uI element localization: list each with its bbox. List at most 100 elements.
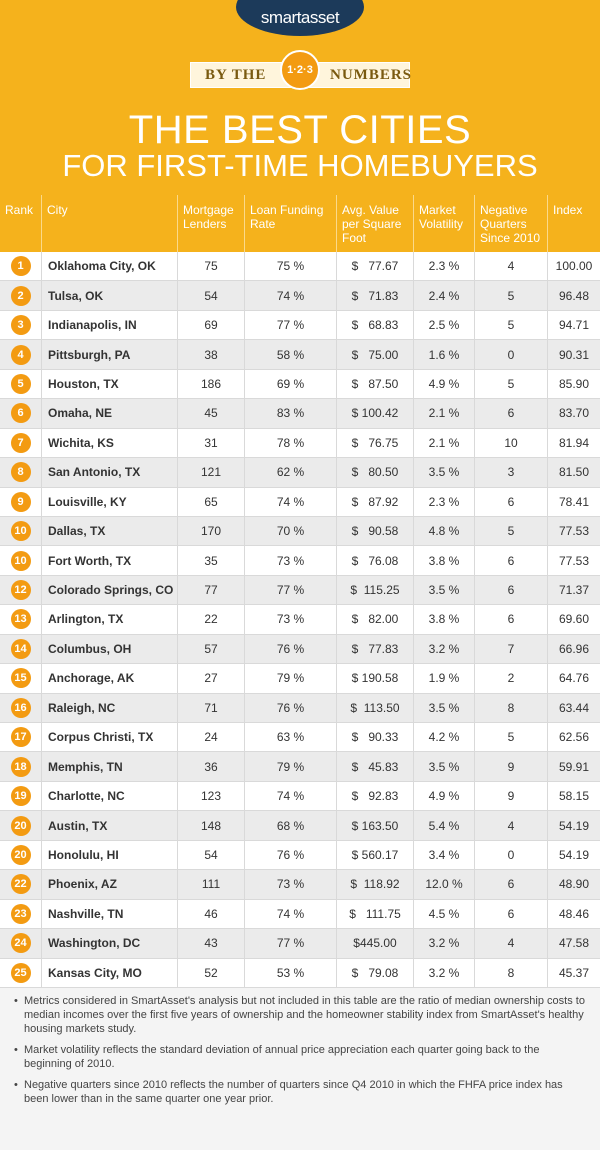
table-cell: 3.5 % <box>414 752 475 781</box>
ribbon-text: BY THE <box>205 67 267 83</box>
rank-cell: 7 <box>0 428 42 458</box>
table-row: 8 San Antonio, TX 121 62 % $ 80.50 3.5 % 3 81.5… <box>0 458 600 488</box>
table-cell: 69 % <box>245 369 337 399</box>
table-cell: 77 <box>178 575 245 605</box>
table-cell: $ 90.33 <box>337 723 414 752</box>
rank-badge: 8 <box>10 462 31 483</box>
table-cell: 76 % <box>245 693 337 723</box>
table-cell: 54 <box>178 840 245 870</box>
table-cell: Pittsburgh, PA <box>42 340 178 369</box>
table-cell: 7 <box>475 634 548 664</box>
table-cell: 4 <box>475 929 548 958</box>
table-cell: 35 <box>178 546 245 575</box>
rank-badge: 5 <box>10 373 31 394</box>
table-cell: $ 79.08 <box>337 958 414 987</box>
table-row: 10 Fort Worth, TX 35 73 % $ 76.08 3.8 % 6 77.53 <box>0 546 600 576</box>
table-cell: 3.5 % <box>414 458 475 487</box>
table-cell: $ 77.83 <box>337 634 414 664</box>
rank-badge: 12 <box>10 580 31 601</box>
table-cell: 123 <box>178 781 245 811</box>
table-cell: Kansas City, MO <box>42 958 178 987</box>
table-cell: 65 <box>178 487 245 516</box>
column-header: City <box>42 195 178 252</box>
table-cell: 75 % <box>245 252 337 281</box>
table-cell: 77 % <box>245 575 337 605</box>
column-header: Mortgage Lenders <box>178 195 245 252</box>
table-row: 2 Tulsa, OK 54 74 % $ 71.83 2.4 % 5 96.48 <box>0 281 600 311</box>
rank-cell: 24 <box>0 929 42 958</box>
table-cell: Colorado Springs, CO <box>42 575 178 605</box>
table-cell: 6 <box>475 870 548 899</box>
table-cell: 90.31 <box>558 347 590 362</box>
rank-cell: 2 <box>0 281 42 310</box>
table-cell: $ 77.67 <box>337 252 414 281</box>
table-cell: $ 560.17 <box>337 840 414 870</box>
table-cell: 148 <box>178 811 245 840</box>
table-cell: 0 <box>475 340 548 369</box>
table-row: 22 Phoenix, AZ 111 73 % $ 118.92 12.0 % 6 48.90 <box>0 870 600 900</box>
column-header: Loan Funding Rate <box>245 195 337 252</box>
table-cell: 5 <box>475 281 548 310</box>
table-cell: Dallas, TX <box>42 516 178 546</box>
table-cell: 5 <box>475 369 548 399</box>
table-cell: Columbus, OH <box>42 634 178 664</box>
table-cell: Fort Worth, TX <box>42 546 178 575</box>
table-cell: $ 163.50 <box>337 811 414 840</box>
table-row: 14 Columbus, OH 57 76 % $ 77.83 3.2 % 7 66.96 <box>0 634 600 665</box>
table-row: 4 Pittsburgh, PA 38 58 % $ 75.00 1.6 % 0 90.31 <box>0 340 600 370</box>
table-row: 3 Indianapolis, IN 69 77 % $ 68.83 2.5 % 5 94.7… <box>0 310 600 341</box>
table-cell: 5 <box>475 516 548 546</box>
rank-badge: 4 <box>10 344 31 365</box>
table-row: 25 Kansas City, MO 52 53 % $ 79.08 3.2 % 8 45.3… <box>0 958 600 988</box>
table-cell: 59.91 <box>558 759 590 774</box>
table-cell: $ 82.00 <box>337 605 414 634</box>
table-cell: 54.19 <box>558 848 590 863</box>
table-cell: 22 <box>178 605 245 634</box>
table-cell: 79 % <box>245 664 337 693</box>
table-row: 24 Washington, DC 43 77 % $445.00 3.2 % 4 47.58 <box>0 929 600 959</box>
table-cell: 3.5 % <box>414 575 475 605</box>
table-cell: 2.3 % <box>414 487 475 516</box>
table-cell: 96.48 <box>558 288 590 303</box>
column-header: Market Volatility <box>414 195 475 252</box>
rank-badge: 14 <box>10 638 31 659</box>
table-cell: Corpus Christi, TX <box>42 723 178 752</box>
table-cell: $ 87.92 <box>337 487 414 516</box>
table-cell: 46 <box>178 899 245 929</box>
table-cell: 2.4 % <box>414 281 475 310</box>
table-cell: 58 % <box>245 340 337 369</box>
table-row: 7 Wichita, KS 31 78 % $ 76.75 2.1 % 10 81.94 <box>0 428 600 459</box>
table-cell: San Antonio, TX <box>42 458 178 487</box>
table-cell: 5 <box>475 723 548 752</box>
table-cell: 5.4 % <box>414 811 475 840</box>
table-cell: 4 <box>475 252 548 281</box>
table-cell: 3.5 % <box>414 693 475 723</box>
rank-cell: 18 <box>0 752 42 781</box>
table-cell: Louisville, KY <box>42 487 178 516</box>
table-cell: 6 <box>475 399 548 428</box>
table-row: 6 Omaha, NE 45 83 % $ 100.42 2.1 % 6 83.70 <box>0 399 600 429</box>
table-cell: 48.46 <box>558 906 590 921</box>
table-cell: 77 % <box>245 929 337 958</box>
table-cell: 3.4 % <box>414 840 475 870</box>
table-cell: 63 % <box>245 723 337 752</box>
table-cell: 57 <box>178 634 245 664</box>
table-cell: 45.37 <box>558 965 590 980</box>
table-cell: 69 <box>178 310 245 340</box>
table-cell: 43 <box>178 929 245 958</box>
table-cell: 83 % <box>245 399 337 428</box>
table-cell: 47.58 <box>558 936 590 951</box>
rank-cell: 10 <box>0 516 42 546</box>
table-cell: Raleigh, NC <box>42 693 178 723</box>
table-cell: 4.2 % <box>414 723 475 752</box>
table-cell: Wichita, KS <box>42 428 178 458</box>
table-cell: $ 75.00 <box>337 340 414 369</box>
table-cell: 9 <box>475 752 548 781</box>
table-cell: 62.56 <box>558 730 590 745</box>
table-cell: 83.70 <box>558 406 590 421</box>
table-cell: $445.00 <box>337 929 414 958</box>
table-cell: 4.8 % <box>414 516 475 546</box>
table-cell: 3 <box>475 458 548 487</box>
table-cell: 71 <box>178 693 245 723</box>
